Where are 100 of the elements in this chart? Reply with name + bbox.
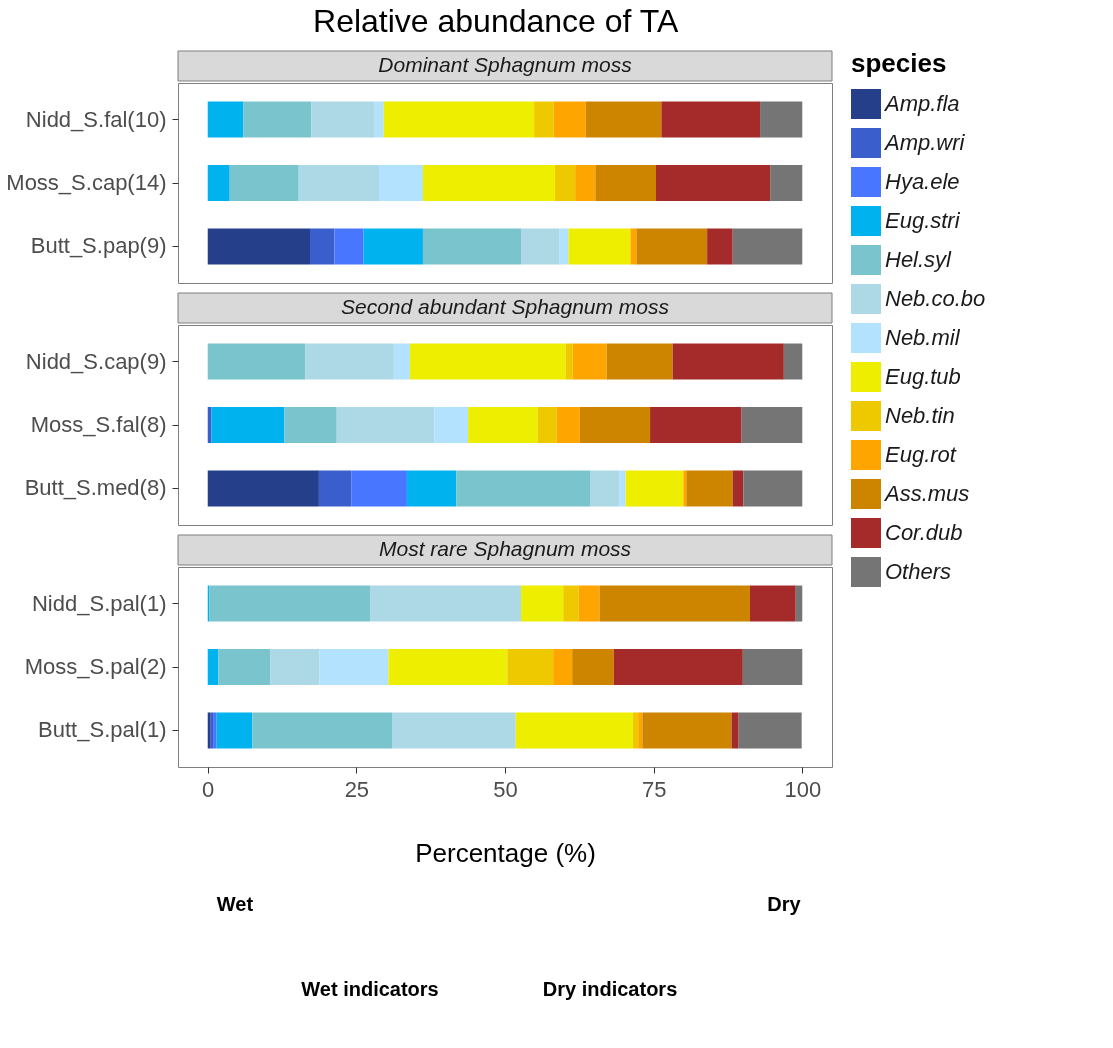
- bar: [351, 470, 407, 507]
- bar: [732, 228, 803, 265]
- y-tick-label: Nidd_S.cap(9): [25, 348, 167, 374]
- legend-label: Neb.tin: [885, 403, 955, 428]
- bar: [388, 649, 508, 685]
- bar: [393, 343, 410, 380]
- bar: [515, 712, 633, 749]
- x-tick-label: 50: [493, 776, 518, 802]
- bar: [318, 470, 352, 507]
- bar: [661, 101, 761, 138]
- bar: [770, 165, 803, 201]
- bar: [243, 101, 312, 138]
- bar: [556, 407, 580, 443]
- bar: [252, 712, 393, 749]
- legend-label: Amp.fla: [883, 91, 960, 116]
- bar: [590, 470, 620, 507]
- bar: [732, 470, 744, 507]
- bar: [606, 343, 673, 380]
- bar: [409, 343, 566, 380]
- legend-label: Cor.dub: [885, 520, 963, 545]
- bar: [309, 228, 335, 265]
- bar: [207, 470, 319, 507]
- bar: [565, 343, 573, 380]
- legend-label: Hya.ele: [885, 169, 960, 194]
- bar: [686, 470, 733, 507]
- bar: [795, 585, 803, 622]
- bar: [619, 470, 626, 507]
- bar: [638, 712, 643, 749]
- bar: [553, 101, 586, 138]
- text: Dry indicators: [542, 978, 678, 1000]
- bar: [207, 649, 219, 685]
- legend-label: Hel.syl: [885, 247, 953, 272]
- bar: [392, 712, 516, 749]
- chart-subtitle: Dominant Sphagnum moss: [378, 53, 633, 76]
- bar: [521, 228, 560, 265]
- bar: [216, 712, 253, 749]
- bar: [534, 101, 554, 138]
- y-tick-label: Nidd_S.fal(10): [25, 106, 167, 132]
- bar: [370, 585, 522, 622]
- bar: [568, 228, 631, 265]
- bar: [378, 165, 423, 201]
- legend-label: Others: [885, 559, 952, 584]
- bar: [334, 228, 364, 265]
- bar: [578, 585, 600, 622]
- bar: [270, 649, 320, 685]
- bar: [559, 228, 569, 265]
- bar: [468, 407, 538, 443]
- bar: [284, 407, 337, 443]
- bar: [207, 343, 306, 380]
- bar: [613, 649, 743, 685]
- bar: [434, 407, 469, 443]
- text: Dry: [767, 893, 802, 915]
- legend-label: Eug.rot: [885, 442, 957, 467]
- bar: [636, 228, 708, 265]
- bar: [563, 585, 579, 622]
- legend-label: Ass.mus: [883, 481, 970, 506]
- y-tick-label: Moss_S.fal(8): [30, 412, 167, 437]
- bar: [507, 649, 554, 685]
- bar: [553, 649, 573, 685]
- x-tick-label: 75: [641, 776, 667, 802]
- bar: [656, 165, 771, 201]
- legend-label: Neb.mil: [885, 325, 961, 350]
- bar: [537, 407, 557, 443]
- bar: [521, 585, 564, 622]
- bar: [595, 165, 657, 201]
- bar: [599, 585, 750, 622]
- y-tick-label: Butt_S.pal(1): [38, 717, 167, 743]
- chart-subtitle: Most rare Sphagnum moss: [378, 537, 632, 560]
- bar: [305, 343, 394, 380]
- bar: [749, 585, 796, 622]
- bar: [336, 407, 435, 443]
- bar: [207, 228, 310, 265]
- y-tick-label: Moss_S.pal(2): [24, 654, 167, 679]
- legend-label: Neb.co.bo: [885, 286, 986, 311]
- bar: [207, 101, 244, 138]
- bar: [572, 649, 614, 685]
- bar: [741, 407, 803, 443]
- bar: [229, 165, 299, 201]
- bar: [298, 165, 379, 201]
- chart-subtitle: Second abundant Sphagnum moss: [340, 295, 670, 318]
- legend-label: Amp.wri: [883, 130, 966, 155]
- bar: [707, 228, 733, 265]
- x-tick-label: 25: [344, 776, 370, 802]
- bar: [207, 165, 230, 201]
- text: Wet: [216, 893, 254, 915]
- bar: [209, 585, 371, 622]
- bar: [456, 470, 591, 507]
- bar: [575, 165, 596, 201]
- bar: [218, 649, 271, 685]
- bar: [731, 712, 739, 749]
- bar: [211, 407, 285, 443]
- bar: [783, 343, 803, 380]
- bar: [625, 470, 684, 507]
- chart-title: Relative abundance of TA: [313, 2, 679, 39]
- bar: [738, 712, 802, 749]
- y-tick-label: Nidd_S.pal(1): [31, 590, 167, 616]
- bar: [683, 470, 687, 507]
- bar: [760, 101, 803, 138]
- x-axis-title: Percentage (%): [415, 837, 596, 868]
- legend-label: Eug.stri: [885, 208, 961, 233]
